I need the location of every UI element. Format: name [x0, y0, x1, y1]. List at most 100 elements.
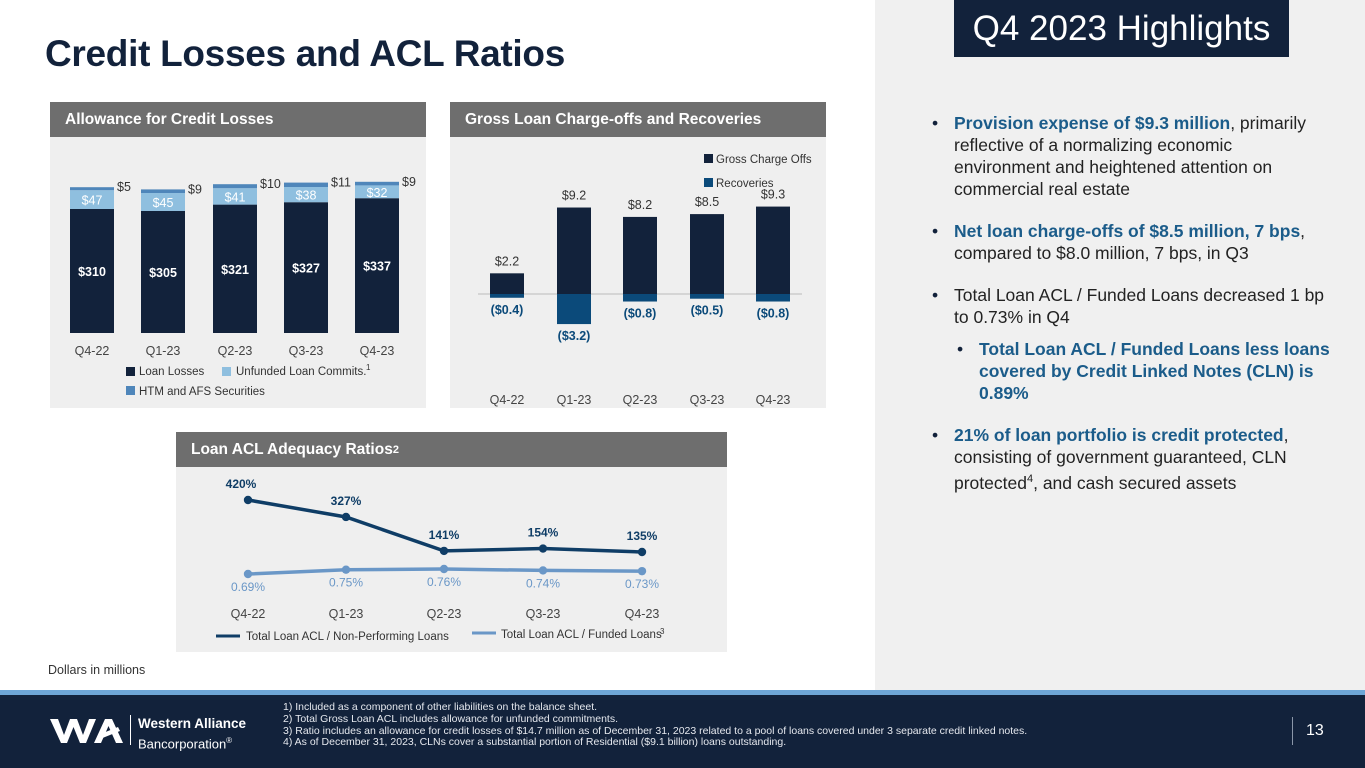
bar-gross-charge-offs [690, 214, 724, 294]
data-label-loan-losses: $337 [363, 260, 391, 274]
data-label-acl-npl: 420% [226, 477, 257, 491]
x-tick-label: Q1-23 [329, 607, 364, 621]
bar-recoveries [690, 294, 724, 299]
x-tick-label: Q1-23 [557, 393, 592, 407]
units-note: Dollars in millions [48, 663, 146, 677]
highlights-badge: Q4 2023 Highlights [954, 0, 1289, 57]
bar-securities [284, 182, 328, 187]
data-label-acl-funded: 0.73% [625, 577, 659, 591]
x-tick-label: Q4-23 [625, 607, 660, 621]
legend-swatch-securities [126, 386, 135, 395]
x-tick-label: Q2-23 [623, 393, 658, 407]
data-label-loan-losses: $305 [149, 266, 177, 280]
data-label-loan-losses: $321 [221, 263, 249, 277]
data-label-securities: $9 [188, 182, 202, 196]
data-label-unfunded: $38 [296, 189, 317, 203]
legend-sup: 1 [366, 363, 371, 372]
bar-gross-charge-offs [557, 207, 591, 294]
data-label-securities: $5 [117, 180, 131, 194]
registered-mark: ® [226, 736, 233, 745]
legend-swatch-loan-losses [126, 367, 135, 376]
data-label-recoveries: ($0.8) [624, 307, 657, 321]
bar-recoveries [623, 294, 657, 302]
data-label-recoveries: ($0.4) [491, 303, 524, 317]
x-tick-label: Q4-22 [75, 344, 110, 358]
bar-gross-charge-offs [756, 206, 790, 294]
data-label-loan-losses: $327 [292, 262, 320, 276]
data-label-securities: $9 [402, 175, 416, 189]
company-name: Western Alliance Bancorporation® [138, 715, 246, 752]
x-tick-label: Q4-22 [490, 393, 525, 407]
bullet-text: , and cash secured assets [1033, 472, 1237, 493]
bar-loan-losses [141, 211, 185, 333]
footer: Western Alliance Bancorporation® 1) Incl… [0, 695, 1365, 768]
legend-label-securities: HTM and AFS Securities [139, 386, 265, 398]
data-label-gross: $2.2 [495, 254, 519, 268]
acl-chart-panel: $310 $47 $5 Q4-22 $305 $45 $9 Q1-23 $321 $41 $10 Q2… [50, 102, 426, 408]
x-tick-label: Q3-23 [690, 393, 725, 407]
footnote: 1) Included as a component of other liab… [283, 701, 598, 713]
legend-label-acl-funded: Total Loan ACL / Funded Loans [501, 629, 662, 641]
x-tick-label: Q4-23 [756, 393, 791, 407]
bullet-highlight: Total Loan ACL / Funded Loans less loans… [979, 339, 1330, 403]
highlight-sub-bullet: Total Loan ACL / Funded Loans less loans… [957, 338, 1332, 404]
company-name-line1: Western Alliance [138, 716, 247, 731]
footer-stripe [0, 690, 1365, 695]
acl-chart-title: Allowance for Credit Losses [50, 102, 426, 137]
point-acl-npl [538, 544, 548, 553]
legend-sup: 3 [660, 627, 665, 636]
data-label-acl-funded: 0.75% [329, 576, 363, 590]
bullet-highlight: Net loan charge-offs of $8.5 million, 7 … [954, 221, 1301, 241]
line-acl-npl [247, 498, 643, 554]
highlight-bullet: 21% of loan portfolio is credit protecte… [932, 424, 1332, 494]
data-label-acl-npl: 154% [528, 526, 559, 540]
acl-chart: $310$47$5Q4-22$305$45$9Q1-23$321$41$10Q2… [70, 175, 416, 398]
data-label-unfunded: $47 [82, 194, 103, 208]
data-label-gross: $8.2 [628, 198, 652, 212]
point-acl-funded [243, 569, 253, 579]
legend-label-recoveries: Recoveries [716, 178, 774, 190]
point-acl-npl [637, 547, 647, 557]
x-tick-label: Q2-23 [218, 344, 253, 358]
bar-recoveries [756, 294, 790, 302]
data-label-acl-funded: 0.76% [427, 575, 461, 589]
bar-securities [70, 187, 114, 191]
data-label-loan-losses: $310 [78, 265, 106, 279]
bar-loan-losses [284, 202, 328, 333]
bar-loan-losses [213, 204, 257, 333]
ratios-chart-panel: 420% 0.69% Q4-22 327% 0.75% Q1-23 141% 0.76% Q2-… [176, 432, 727, 652]
bar-gross-charge-offs [623, 216, 657, 294]
point-acl-funded [439, 564, 449, 574]
legend-swatch-gross [704, 154, 713, 163]
bullet-text: , primarily reflective of a normalizing … [954, 113, 1307, 199]
point-acl-funded [637, 566, 647, 576]
x-tick-label: Q3-23 [289, 344, 324, 358]
bar-securities [213, 184, 257, 189]
western-alliance-logo-icon [50, 719, 123, 743]
bar-unfunded-commits [355, 185, 399, 199]
data-label-unfunded: $45 [153, 196, 174, 210]
legend-swatch-recoveries [704, 178, 713, 187]
page-number: 13 [1306, 722, 1324, 739]
bullet-text: Total Loan ACL / Funded Loans decreased … [954, 285, 1325, 327]
data-label-unfunded: $41 [225, 190, 246, 204]
point-acl-npl [439, 546, 449, 556]
bar-securities [141, 189, 185, 193]
footnote: 4) As of December 31, 2023, CLNs cover a… [283, 736, 787, 749]
highlight-bullet: Net loan charge-offs of $8.5 million, 7 … [932, 220, 1332, 264]
data-label-gross: $9.2 [562, 189, 586, 203]
bar-recoveries [557, 294, 591, 325]
data-label-acl-funded: 0.74% [526, 576, 560, 590]
bar-securities [355, 181, 399, 186]
legend-label-gross: Gross Charge Offs [716, 154, 812, 166]
logo-divider [130, 715, 131, 745]
legend-label-unfunded: Unfunded Loan Commits. [236, 366, 366, 378]
chargeoffs-chart-panel: $2.2 ($0.4) Q4-22 $9.2 ($3.2) Q1-23 $8.2 ($0.8)… [450, 102, 826, 408]
legend-swatch-unfunded [222, 367, 231, 376]
ratios-chart-title-sup: 2 [392, 443, 399, 456]
data-label-recoveries: ($3.2) [558, 329, 591, 343]
footnote: 2) Total Gross Loan ACL includes allowan… [283, 712, 619, 725]
ratios-chart-title: Loan ACL Adequacy Ratios 2 [176, 432, 727, 467]
data-label-recoveries: ($0.5) [691, 304, 724, 318]
